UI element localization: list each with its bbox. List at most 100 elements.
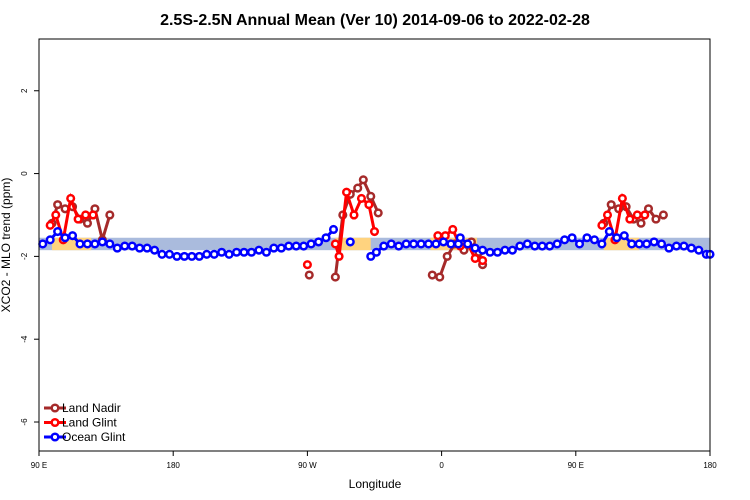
data-point (602, 210, 613, 220)
data-point (643, 204, 654, 214)
y-tick-label: 2 (20, 88, 29, 93)
data-point (209, 249, 219, 259)
data-point (574, 239, 585, 249)
legend-label: Land Glint (62, 416, 117, 430)
data-point (345, 237, 355, 247)
data-point (640, 210, 650, 220)
data-point (75, 239, 85, 249)
data-point (649, 237, 659, 247)
x-tick-label: 180 (167, 461, 181, 470)
y-tick-label: -6 (20, 418, 29, 426)
legend-label: Land Nadir (62, 401, 121, 415)
data-point (671, 241, 682, 251)
data-point (269, 243, 279, 253)
plot-frame (38, 38, 711, 452)
data-point (492, 247, 503, 257)
data-point (120, 241, 130, 251)
data-point (537, 241, 547, 251)
legend-swatch-marker (50, 432, 60, 442)
data-point (217, 247, 227, 257)
series-ocean-glint (38, 224, 715, 261)
data-point (632, 210, 642, 220)
data-point (304, 270, 314, 280)
data-point (589, 235, 599, 245)
data-point (500, 245, 510, 255)
data-point (597, 239, 607, 249)
data-point (82, 239, 93, 249)
data-point (349, 210, 359, 220)
data-point (172, 251, 182, 261)
data-point (90, 239, 100, 249)
y-tick-label: -4 (20, 335, 29, 343)
data-point (530, 241, 540, 251)
legend-item: Ocean Glint (44, 430, 126, 444)
data-point (157, 249, 167, 259)
x-axis-label: Longitude (349, 477, 402, 491)
data-point (353, 183, 363, 193)
data-point (239, 247, 249, 257)
legend-item: Land Nadir (44, 401, 121, 415)
data-point (150, 245, 160, 255)
data-point (321, 233, 331, 243)
data-point (634, 239, 644, 249)
x-tick-label: 90 E (31, 461, 47, 470)
data-point (364, 200, 374, 210)
data-point (694, 245, 704, 255)
data-point (334, 251, 344, 261)
data-point (232, 247, 242, 257)
data-point (358, 175, 368, 185)
data-point (314, 237, 324, 247)
y-axis: -6 -4 -2 0 2 (20, 88, 39, 426)
data-point (194, 251, 204, 261)
data-point (135, 243, 145, 253)
data-point (284, 241, 294, 251)
data-point (254, 245, 264, 255)
data-point (442, 251, 452, 261)
y-axis-label: XCO2 - MLO trend (ppm) (0, 178, 13, 313)
data-point (448, 224, 458, 235)
data-point (606, 200, 616, 210)
data-point (66, 193, 76, 203)
data-point (299, 241, 309, 251)
data-point (656, 239, 667, 249)
data-point (366, 251, 376, 261)
data-point (642, 239, 652, 249)
data-point (679, 241, 689, 251)
data-point (604, 226, 614, 237)
data-point (369, 226, 380, 237)
legend-swatch-marker (50, 403, 60, 413)
data-point (82, 218, 93, 228)
data-point (73, 214, 83, 224)
data-point (97, 237, 107, 247)
data-point (394, 241, 404, 251)
data-point (330, 272, 340, 282)
data-point (431, 239, 441, 249)
data-point (627, 239, 637, 249)
chart-title: 2.5S-2.5N Annual Mean (Ver 10) 2014-09-0… (160, 12, 590, 29)
data-point (560, 235, 570, 245)
data-point (53, 200, 63, 210)
data-point (424, 239, 434, 249)
data-point (81, 210, 91, 220)
data-point (356, 193, 367, 203)
series-layer (38, 175, 715, 282)
data-point (179, 251, 189, 261)
data-point (366, 191, 376, 201)
data-point (485, 247, 495, 257)
legend-label: Ocean Glint (62, 430, 126, 444)
data-point (617, 193, 627, 203)
data-point (105, 210, 115, 220)
data-point (636, 218, 646, 228)
data-point (401, 239, 411, 249)
x-tick-label: 180 (703, 461, 717, 470)
data-point (306, 239, 316, 249)
data-point (291, 241, 301, 251)
data-point (45, 220, 55, 230)
data-point (88, 210, 98, 220)
data-point (302, 260, 312, 270)
data-point (686, 243, 696, 253)
data-point (105, 239, 115, 249)
data-point (567, 233, 577, 243)
data-point (515, 241, 525, 251)
